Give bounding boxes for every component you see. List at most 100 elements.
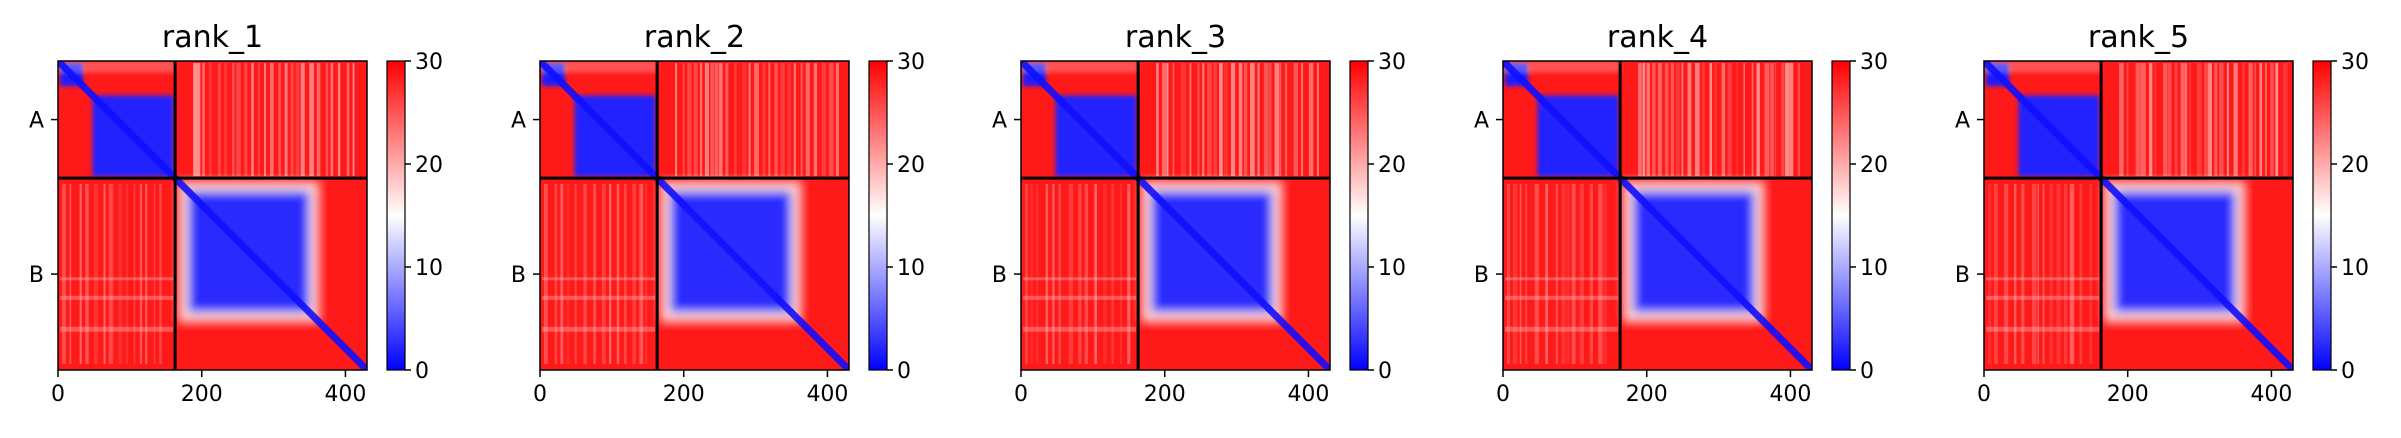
stripe [1023,295,1137,300]
stripe [1743,63,1745,177]
stripe [2270,63,2274,177]
stripe [1986,295,2100,300]
stripe [2032,184,2037,364]
stripe [145,184,148,364]
stripe [1263,63,1269,177]
stripe [1652,63,1656,177]
stripe [714,63,719,177]
stripe [2119,63,2124,177]
stripe [718,63,723,177]
inter-chain-stripes [60,63,355,364]
stripe [1986,326,2100,332]
stripe [2174,63,2178,177]
stripe [742,63,747,177]
plot-frame [1020,60,1331,371]
stripe [682,63,685,177]
stripe [1694,63,1700,177]
stripe [1230,63,1236,177]
stripe [300,63,305,177]
colorbar-tick-label: 20 [1378,153,1406,178]
diagonal [58,61,367,370]
y-tick-label: A [1955,109,1970,134]
colorbar-tick-label: 30 [897,50,925,75]
stripe [1257,63,1260,177]
a-pale-band [58,61,176,73]
y-tick-label: A [511,109,526,134]
colorbar-tick-label: 20 [1860,153,1888,178]
stripe [1180,63,1186,177]
y-tick-label: B [1955,263,1970,288]
colorbar: 0 10 20 30 [1349,50,1406,384]
stripe [1687,63,1692,177]
colorbar-tick-label: 0 [1378,359,1392,384]
stripe [60,277,174,281]
colorbar: 0 10 20 30 [386,50,443,384]
stripe [244,63,248,177]
y-tick-label: B [1474,263,1489,288]
x-tick-label: 200 [2107,382,2149,407]
stripe [1103,184,1107,364]
a-pale-band [1503,61,1621,73]
colorbar-tick-label: 30 [1860,50,1888,75]
stripe [258,63,260,177]
stripe [1308,63,1314,177]
stripe [79,184,82,364]
stripe [93,184,98,364]
stripe [2226,63,2229,177]
heatmap-image [1503,61,1812,370]
stripe [217,63,221,177]
stripe [813,63,818,177]
stripe [639,184,644,364]
panel-title: rank_2 [644,20,745,55]
plot-frame [1983,60,2294,371]
stripe [309,63,314,177]
stripe [2189,63,2192,177]
stripe [284,63,288,177]
stripe [1727,63,1732,177]
stripe [325,63,329,177]
panel-title: rank_3 [1125,20,1226,55]
stripe [762,63,766,177]
stripe [153,184,156,364]
colorbar-tick-label: 20 [897,153,925,178]
stripe [1036,184,1039,364]
x-tick-label: 400 [1769,382,1811,407]
stripe [2069,184,2075,364]
stripe [346,63,350,177]
stripe [1025,184,1029,364]
heatmap-image [58,61,367,370]
stripe [269,63,274,177]
y-tick-label: B [511,263,526,288]
panel-title: rank_5 [2088,20,2189,55]
stripe [62,184,66,364]
stripe [1284,63,1288,177]
x-tick-label: 400 [324,382,366,407]
stripe [330,63,334,177]
stripe [2275,63,2279,177]
stripe [159,184,162,364]
x-tick-label: 0 [1014,382,1028,407]
inter-chain-stripes [542,63,839,364]
x-tick-label: 0 [1977,382,1991,407]
stripe [1571,184,1576,364]
stripe [1243,63,1248,177]
y-tick-label: A [992,109,1007,134]
stripe [787,63,791,177]
stripe [1316,63,1319,177]
stripe [1721,63,1726,177]
x-tick-label: 400 [2250,382,2292,407]
stripe [2042,184,2045,364]
stripe [1293,63,1298,177]
stripe [1579,184,1584,364]
stripe [1084,184,1088,364]
colorbar: 0 10 20 30 [868,50,925,384]
stripe [85,184,89,364]
colorbar-tick-label: 20 [415,153,443,178]
stripe [1770,63,1774,177]
stripe [264,63,266,177]
stripe [1566,184,1570,364]
stripe [139,184,143,364]
stripe [1751,63,1754,177]
stripe [1507,184,1510,364]
